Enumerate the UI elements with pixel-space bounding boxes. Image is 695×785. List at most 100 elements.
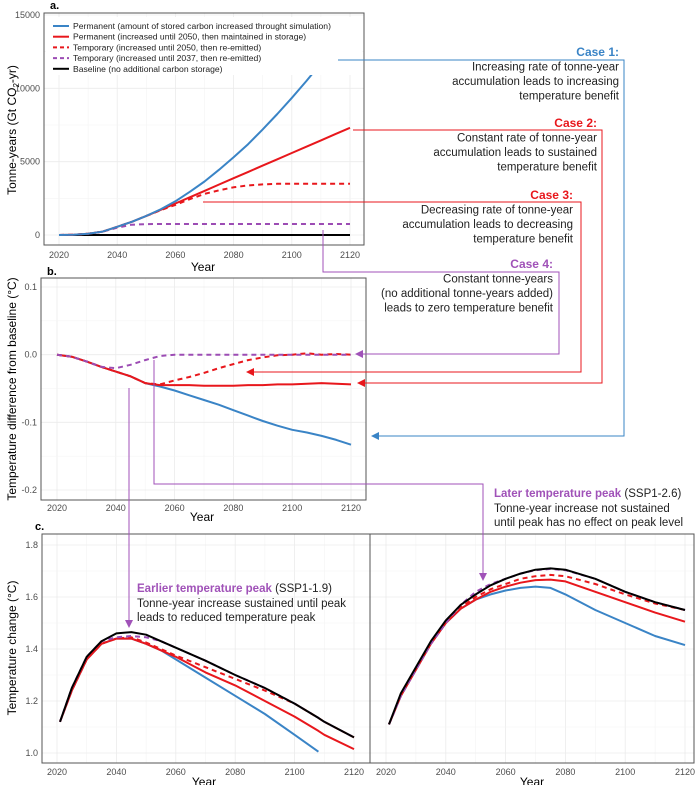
case-text-line: Constant rate of tonne-year: [457, 133, 597, 145]
legend-label: Permanent (increased until 2050, then ma…: [73, 32, 306, 42]
y-tick-label: 1.4: [25, 644, 38, 654]
legend-label: Temporary (increased until 2037, then re…: [73, 53, 261, 63]
earlier-peak-annotation: Earlier temperature peak (SSP1-1.9) Tonn…: [137, 583, 346, 624]
y-tick-label: 0.0: [24, 350, 37, 360]
panel-b-xlabel: Year: [190, 510, 214, 524]
x-tick-label: 2060: [165, 503, 185, 513]
panel-border: [369, 533, 695, 764]
series-line-baseline: [388, 567, 686, 725]
later-peak-connector: [153, 360, 487, 581]
case-text-line: (no additional tonne-years added): [381, 288, 553, 300]
case3-connector: [203, 201, 582, 376]
later-peak-line-1: Tonne-year increase not sustained: [494, 503, 670, 515]
x-tick-label: 2120: [344, 767, 364, 777]
earlier-peak-line-2: leads to reduced temperature peak: [137, 612, 316, 624]
case-text-line: temperature benefit: [497, 162, 598, 174]
x-tick-label: 2080: [223, 503, 243, 513]
y-tick-label: 1.0: [25, 748, 38, 758]
x-tick-label: 2040: [106, 503, 126, 513]
legend-label: Baseline (no additional carbon storage): [73, 64, 223, 74]
series-line-permanent_increasing: [58, 24, 351, 236]
panel-background: [41, 278, 366, 500]
x-tick-label: 2020: [47, 767, 67, 777]
case-3-annotation: Case 3: Decreasing rate of tonne-year accu…: [402, 188, 573, 246]
y-tick-label: -0.2: [21, 485, 37, 495]
panel-background: [370, 534, 694, 763]
panel-c1-xlabel: Year: [192, 775, 216, 785]
x-tick-label: 2040: [106, 767, 126, 777]
x-tick-label: 2020: [376, 767, 396, 777]
case-1-annotation: Case 1: Increasing rate of tonne-year accu…: [452, 45, 620, 103]
case4-connector: [322, 230, 560, 358]
case1-connector: [338, 59, 625, 440]
x-tick-label: 2120: [341, 503, 361, 513]
x-tick-label: 2120: [340, 250, 360, 260]
case-title: Case 3:: [530, 188, 573, 202]
x-tick-label: 2120: [675, 767, 695, 777]
x-tick-label: 2040: [436, 767, 456, 777]
case-title: Case 4:: [510, 257, 553, 271]
case-title: Case 1:: [576, 45, 619, 59]
panel-c-ylabel: Temperature change (°C): [5, 581, 19, 716]
x-tick-label: 2100: [615, 767, 635, 777]
y-tick-label: 0.1: [24, 282, 37, 292]
x-tick-label: 2020: [47, 503, 67, 513]
series-line-permanent_2050: [56, 353, 352, 387]
y-tick-label: 15000: [15, 10, 40, 20]
later-peak-line-2: until peak has no effect on peak level: [494, 517, 683, 529]
x-tick-label: 2080: [555, 767, 575, 777]
case-2-annotation: Case 2: Constant rate of tonne-year accumu…: [433, 116, 597, 174]
x-tick-label: 2060: [496, 767, 516, 777]
x-tick-label: 2040: [107, 250, 127, 260]
series-line-temporary_2050: [56, 352, 352, 386]
y-tick-label: 1.2: [25, 696, 38, 706]
x-tick-label: 2060: [165, 250, 185, 260]
case-text-line: temperature benefit: [519, 91, 620, 103]
x-tick-label: 2080: [225, 767, 245, 777]
x-tick-label: 2100: [282, 250, 302, 260]
panel-c2-xlabel: Year: [520, 775, 544, 785]
case-text-line: Constant tonne-years: [443, 274, 553, 286]
earlier-peak-line-1: Tonne-year increase sustained until peak: [137, 598, 346, 610]
legend-background: [46, 17, 362, 75]
case-text-line: temperature benefit: [473, 234, 574, 246]
legend: Permanent (amount of stored carbon incre…: [46, 17, 362, 75]
x-tick-label: 2080: [224, 250, 244, 260]
case-text-line: accumulation leads to sustained: [433, 147, 597, 159]
x-tick-label: 2060: [166, 767, 186, 777]
series-line-permanent_2050: [59, 637, 355, 751]
panel-label-c: c.: [35, 521, 44, 533]
y-tick-label: 0: [35, 230, 40, 240]
legend-label: Temporary (increased until 2050, then re…: [73, 42, 261, 52]
panel-b: 2020 2040 2060 2080 2100 2120 -0.2 -0.1 0.0 0.1: [21, 277, 367, 513]
case-text-line: Increasing rate of tonne-year: [472, 62, 619, 74]
case-connectors: [125, 59, 625, 628]
panel-a-ylabel: Tonne-years (Gt CO2-yr): [5, 65, 21, 195]
legend-label: Permanent (amount of stored carbon incre…: [73, 21, 331, 31]
case-text-line: accumulation leads to decreasing: [402, 219, 573, 231]
case-annotations: Case 1: Increasing rate of tonne-year accu…: [381, 45, 620, 315]
panel-a-xlabel: Year: [191, 260, 215, 274]
y-tick-label: 5000: [20, 157, 40, 167]
later-peak-annotation: Later temperature peak (SSP1-2.6) Tonne-…: [494, 488, 683, 529]
earlier-peak-heading: Earlier temperature peak (SSP1-1.9): [137, 583, 332, 595]
panel-c1: 2020 2040 2060 2080 2100 2120 1.0 1.2 1.4 1.6 1.8: [25, 533, 371, 777]
x-tick-label: 2020: [49, 250, 69, 260]
case-text-line: leads to zero temperature benefit: [384, 303, 554, 315]
panel-label-b: b.: [47, 266, 57, 278]
panel-border: [40, 277, 367, 501]
case2-connector: [353, 129, 603, 387]
panel-background: [42, 534, 370, 763]
case-title: Case 2:: [554, 116, 597, 130]
panel-c2: 2020 2040 2060 2080 2100 2120: [369, 533, 695, 777]
x-tick-label: 2100: [282, 503, 302, 513]
y-tick-label: 1.6: [25, 592, 38, 602]
case-text-line: Decreasing rate of tonne-year: [421, 205, 573, 217]
series-line-baseline: [59, 631, 355, 739]
panels: 2020 2040 2060 2080 2100 2120 0 5000 10000 15000 2…: [15, 10, 695, 777]
panel-label-a: a.: [50, 0, 59, 12]
panel-border: [43, 12, 365, 246]
case-4-annotation: Case 4: Constant tonne-years (no additiona…: [381, 257, 554, 315]
y-tick-label: 10000: [15, 83, 40, 93]
